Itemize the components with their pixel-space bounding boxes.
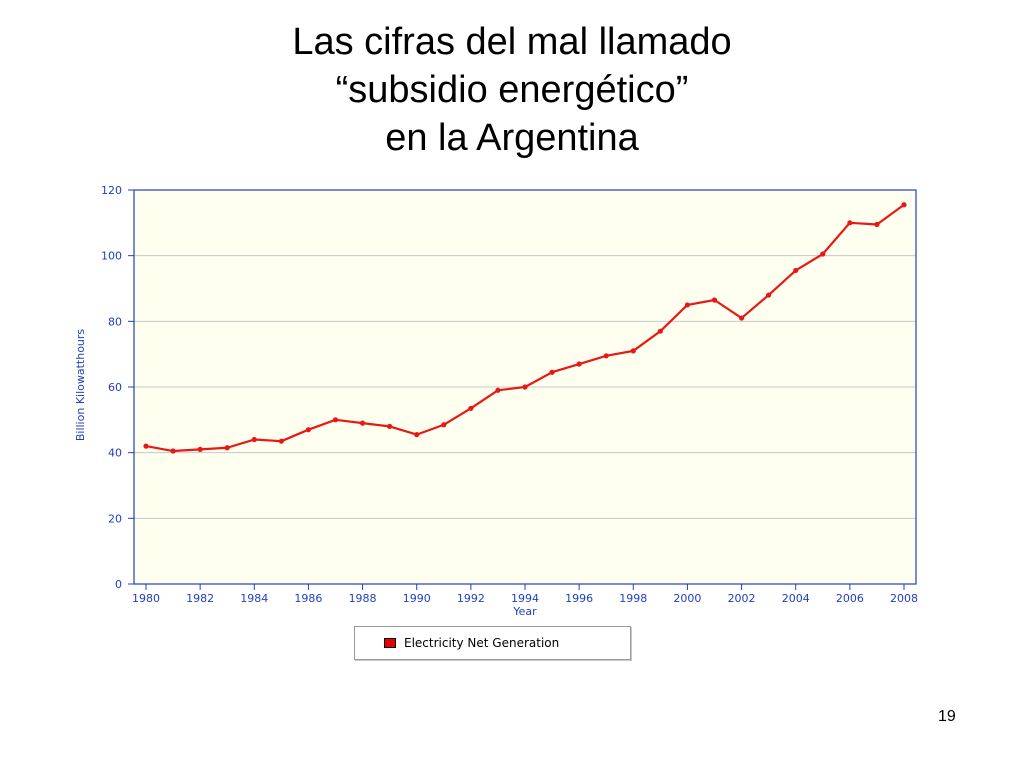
data-point-1995 <box>549 369 555 375</box>
data-point-1990 <box>414 432 420 438</box>
data-point-1992 <box>468 405 474 411</box>
data-point-1987 <box>332 417 339 423</box>
data-point-1997 <box>603 353 609 359</box>
data-point-1991 <box>441 422 447 428</box>
data-point-2005 <box>820 251 826 257</box>
data-point-1986 <box>305 427 312 433</box>
y-tick-label: 120 <box>101 184 122 197</box>
data-point-1998 <box>630 348 636 354</box>
y-tick-label: 100 <box>101 250 122 263</box>
x-tick-label: 2006 <box>836 592 864 605</box>
data-point-1989 <box>387 423 393 429</box>
data-point-2002 <box>738 315 745 321</box>
x-tick-label: 1982 <box>186 592 214 605</box>
x-tick-label: 2000 <box>673 592 701 605</box>
data-point-1988 <box>359 420 366 426</box>
data-point-1984 <box>251 436 257 443</box>
x-tick-label: 2004 <box>782 592 810 605</box>
title-line-1: Las cifras del mal llamado <box>292 21 732 63</box>
data-point-2001 <box>711 297 718 303</box>
x-tick-label: 1992 <box>457 592 485 605</box>
data-point-1993 <box>495 387 501 393</box>
series-electricity-net-generation <box>143 202 907 454</box>
x-tick-label: 1988 <box>349 592 377 605</box>
x-tick-label: 1998 <box>619 592 647 605</box>
data-point-1982 <box>197 446 203 452</box>
data-point-1980 <box>143 443 149 449</box>
data-point-2007 <box>874 221 880 228</box>
legend: Electricity Net Generation <box>354 626 631 660</box>
data-point-1983 <box>224 445 230 451</box>
title-line-2: “subsidio energético” <box>335 69 689 111</box>
data-point-2000 <box>684 302 691 308</box>
data-point-1999 <box>657 328 663 334</box>
data-point-1985 <box>278 438 284 444</box>
x-tick-label: 1990 <box>403 592 431 605</box>
data-point-2006 <box>847 220 853 226</box>
legend-swatch <box>384 638 396 648</box>
y-tick-label: 20 <box>108 512 122 525</box>
y-tick-label: 0 <box>115 578 122 591</box>
plot-frame <box>133 189 917 585</box>
data-point-1994 <box>522 384 528 390</box>
y-tick-label: 60 <box>108 381 122 394</box>
page-number: 19 <box>938 708 956 725</box>
slide-title: Las cifras del mal llamado “subsidio ene… <box>0 18 1024 162</box>
y-tick-label: 80 <box>108 315 122 328</box>
legend-label: Electricity Net Generation <box>404 636 560 650</box>
data-point-2003 <box>766 292 772 298</box>
y-axis-title: Billion Kilowatthours <box>74 329 87 442</box>
x-tick-label: 1980 <box>132 592 160 605</box>
title-line-3: en la Argentina <box>385 117 639 159</box>
data-point-2008 <box>901 202 907 208</box>
x-tick-label: 1996 <box>565 592 593 605</box>
x-tick-label: 1986 <box>294 592 322 605</box>
axes: 0 20 40 60 80 100 120 1980 1982 1984 1986 1988 1990 1… <box>101 184 918 605</box>
y-tick-label: 40 <box>108 447 122 460</box>
data-point-2004 <box>793 267 799 274</box>
data-point-1981 <box>170 448 176 454</box>
x-tick-label: 2002 <box>728 592 756 605</box>
x-tick-label: 1994 <box>511 592 539 605</box>
x-axis-title: Year <box>512 605 537 618</box>
x-tick-label: 2008 <box>890 592 918 605</box>
data-point-1996 <box>576 361 582 367</box>
x-tick-label: 1984 <box>240 592 268 605</box>
